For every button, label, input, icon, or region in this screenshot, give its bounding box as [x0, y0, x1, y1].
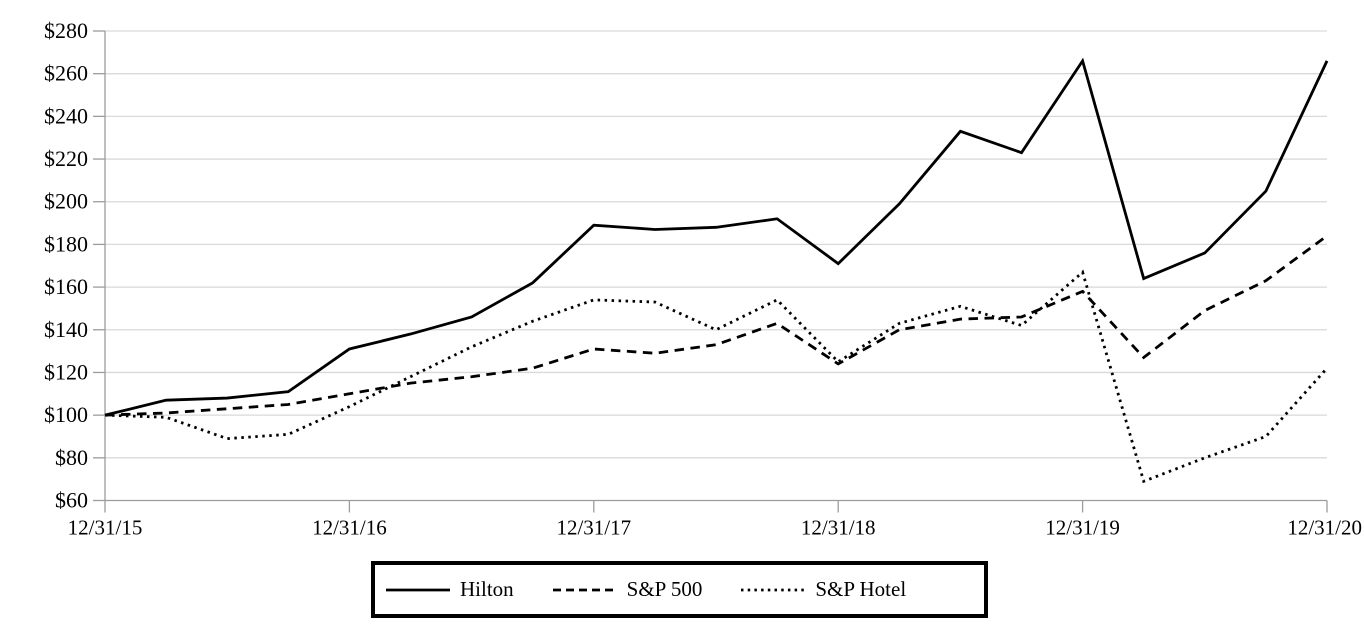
y-axis-label: $200	[44, 189, 88, 214]
series-line-s-p-500	[104, 234, 1328, 417]
x-axis-label: 12/31/18	[801, 516, 876, 540]
y-axis-label: $100	[44, 402, 88, 427]
sphotel-dotted-line-sample-icon	[741, 588, 806, 591]
chart-legend: Hilton S&P 500 S&P Hotel	[371, 561, 988, 618]
sp500-dashed-line-sample-icon	[552, 588, 617, 591]
y-axis-label: $160	[44, 274, 88, 299]
y-axis-label: $80	[55, 445, 88, 470]
y-axis-label: $280	[44, 18, 88, 43]
y-axis-label: $120	[44, 359, 88, 384]
x-axis-label: 12/31/19	[1045, 516, 1120, 540]
series-line-hilton	[104, 57, 1329, 417]
legend-item-hilton: Hilton	[384, 577, 514, 602]
legend-label-sp500: S&P 500	[626, 577, 703, 601]
legend-item-sp500: S&P 500	[551, 577, 703, 602]
x-axis-label: 12/31/20	[1287, 516, 1362, 540]
legend-item-sphotel: S&P Hotel	[739, 577, 906, 602]
y-axis-label: $220	[44, 146, 88, 171]
y-axis-label: $260	[44, 61, 88, 86]
y-axis-label: $60	[55, 488, 88, 513]
series-line-s-p-hotel	[104, 269, 1329, 484]
x-axis-label: 12/31/17	[556, 516, 631, 540]
legend-label-hilton: Hilton	[460, 577, 514, 601]
performance-chart-plot: $60 $80 $100 $120 $140 $160 $180 $200 $220 $240 $2…	[44, 18, 1362, 540]
y-axis-label: $180	[44, 231, 88, 256]
hilton-solid-line-sample-icon	[386, 588, 450, 591]
y-axis-label: $140	[44, 317, 88, 342]
x-axis-label: 12/31/15	[68, 516, 143, 540]
y-axis-label: $240	[44, 103, 88, 128]
x-axis-label: 12/31/16	[312, 516, 387, 540]
legend-label-sphotel: S&P Hotel	[815, 577, 907, 601]
